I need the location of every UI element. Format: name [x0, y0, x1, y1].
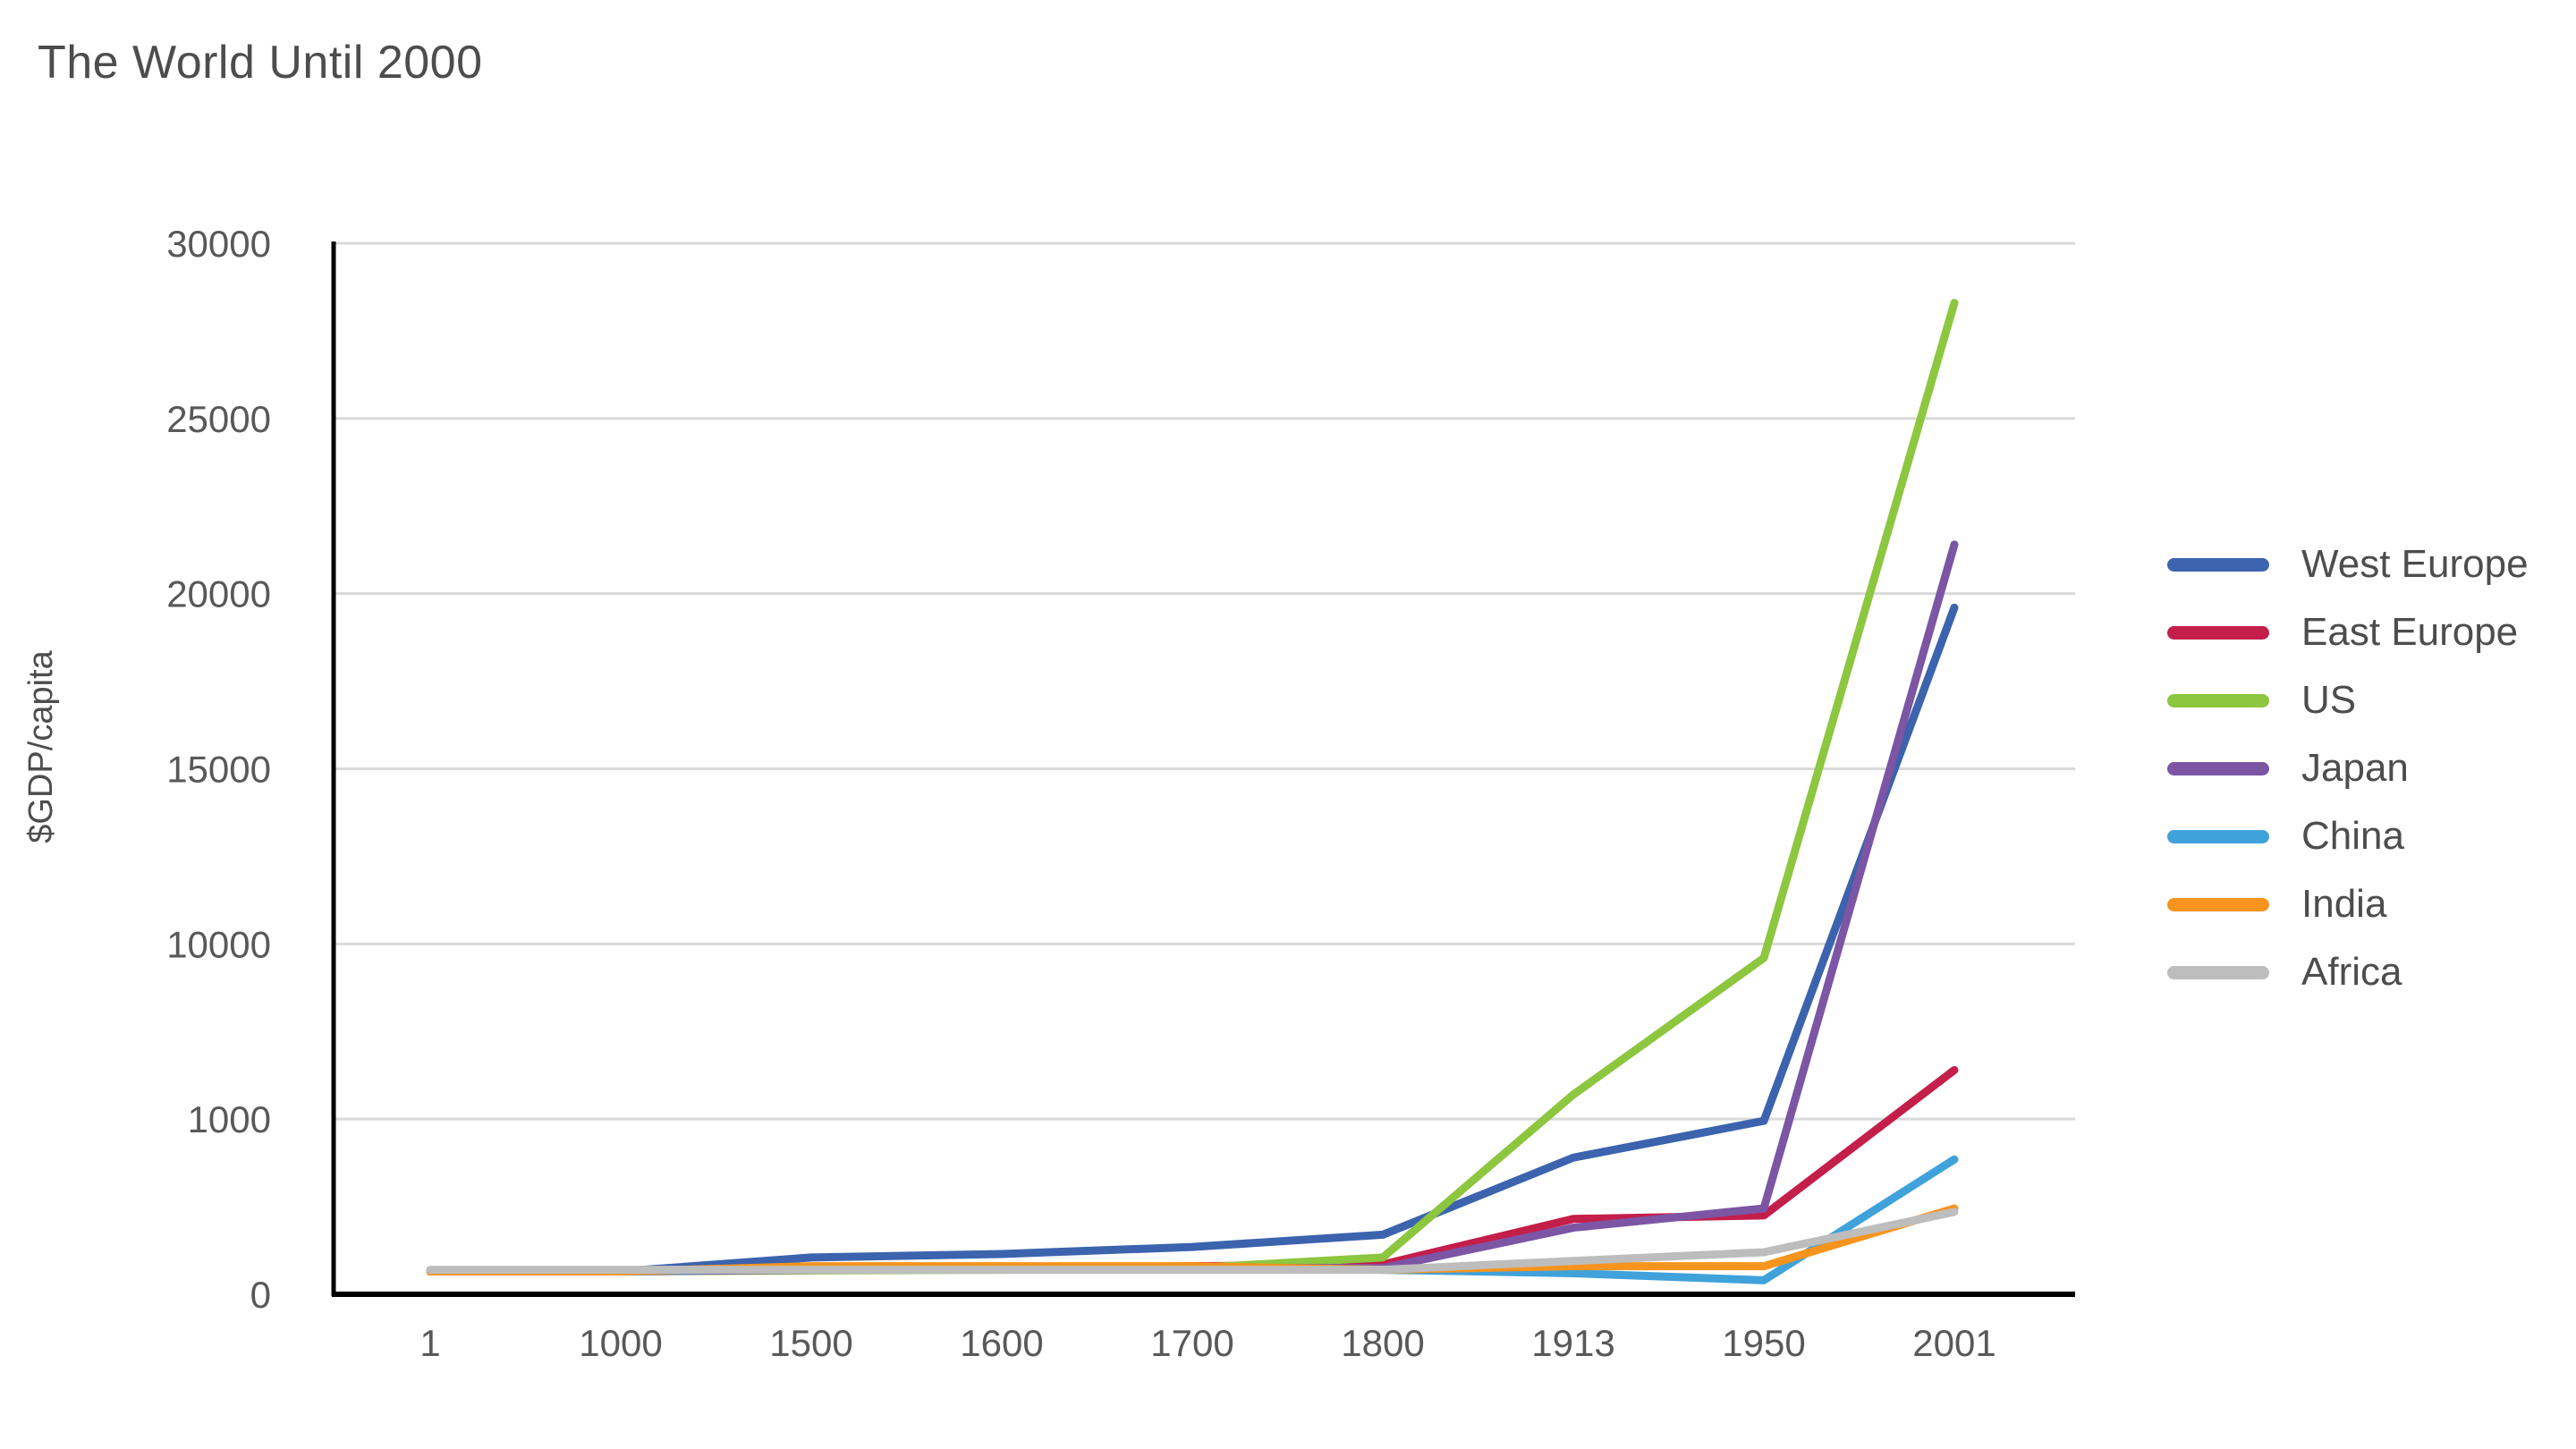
legend-swatch-icon [2167, 693, 2269, 708]
legend-item-us: US [2167, 678, 2529, 722]
series-line-west-europe [426, 603, 1959, 1276]
legend-item-japan: Japan [2167, 746, 2529, 790]
legend-swatch-icon [2167, 965, 2269, 979]
legend-swatch-icon [2167, 897, 2269, 911]
y-axis-title: $GDP/capita [22, 649, 60, 843]
x-tick-label: 1 [419, 1322, 440, 1364]
x-tick-label: 1913 [1531, 1322, 1614, 1364]
legend-label: India [2301, 882, 2387, 926]
x-tick-label: 2001 [1912, 1322, 1996, 1364]
legend-label: West Europe [2301, 542, 2529, 586]
x-tick-label: 1600 [960, 1322, 1043, 1364]
y-tick-label: 30000 [166, 223, 271, 265]
y-tick-label: 20000 [166, 573, 271, 615]
legend: West Europe East Europe US Japan China India A… [2167, 542, 2529, 994]
legend-swatch-icon [2167, 625, 2269, 640]
y-tick-label: 15000 [166, 749, 271, 791]
legend-swatch-icon [2167, 557, 2269, 572]
x-tick-label: 1700 [1150, 1322, 1233, 1364]
y-tick-label: 25000 [166, 398, 271, 440]
x-tick-label: 1950 [1722, 1322, 1805, 1364]
legend-swatch-icon [2167, 829, 2269, 843]
y-tick-label: 1000 [188, 1098, 271, 1140]
legend-label: China [2301, 814, 2404, 858]
series-line-east-europe [426, 1065, 1959, 1276]
legend-item-east-europe: East Europe [2167, 610, 2529, 654]
legend-item-africa: Africa [2167, 950, 2529, 994]
legend-item-india: India [2167, 882, 2529, 926]
series-line-africa [426, 1208, 1959, 1275]
x-tick-label: 1000 [579, 1322, 662, 1364]
x-tick-label: 1800 [1341, 1322, 1424, 1364]
legend-swatch-icon [2167, 761, 2269, 775]
series-line-japan [426, 540, 1959, 1276]
legend-label: Japan [2301, 746, 2409, 790]
legend-item-west-europe: West Europe [2167, 542, 2529, 586]
x-tick-label: 1500 [769, 1322, 852, 1364]
chart-title: The World Until 2000 [38, 37, 483, 89]
y-tick-label: 10000 [166, 923, 271, 965]
legend-label: US [2301, 678, 2357, 722]
legend-item-china: China [2167, 814, 2529, 858]
y-tick-label: 0 [250, 1274, 271, 1316]
legend-label: Africa [2301, 950, 2402, 994]
legend-label: East Europe [2301, 610, 2519, 654]
